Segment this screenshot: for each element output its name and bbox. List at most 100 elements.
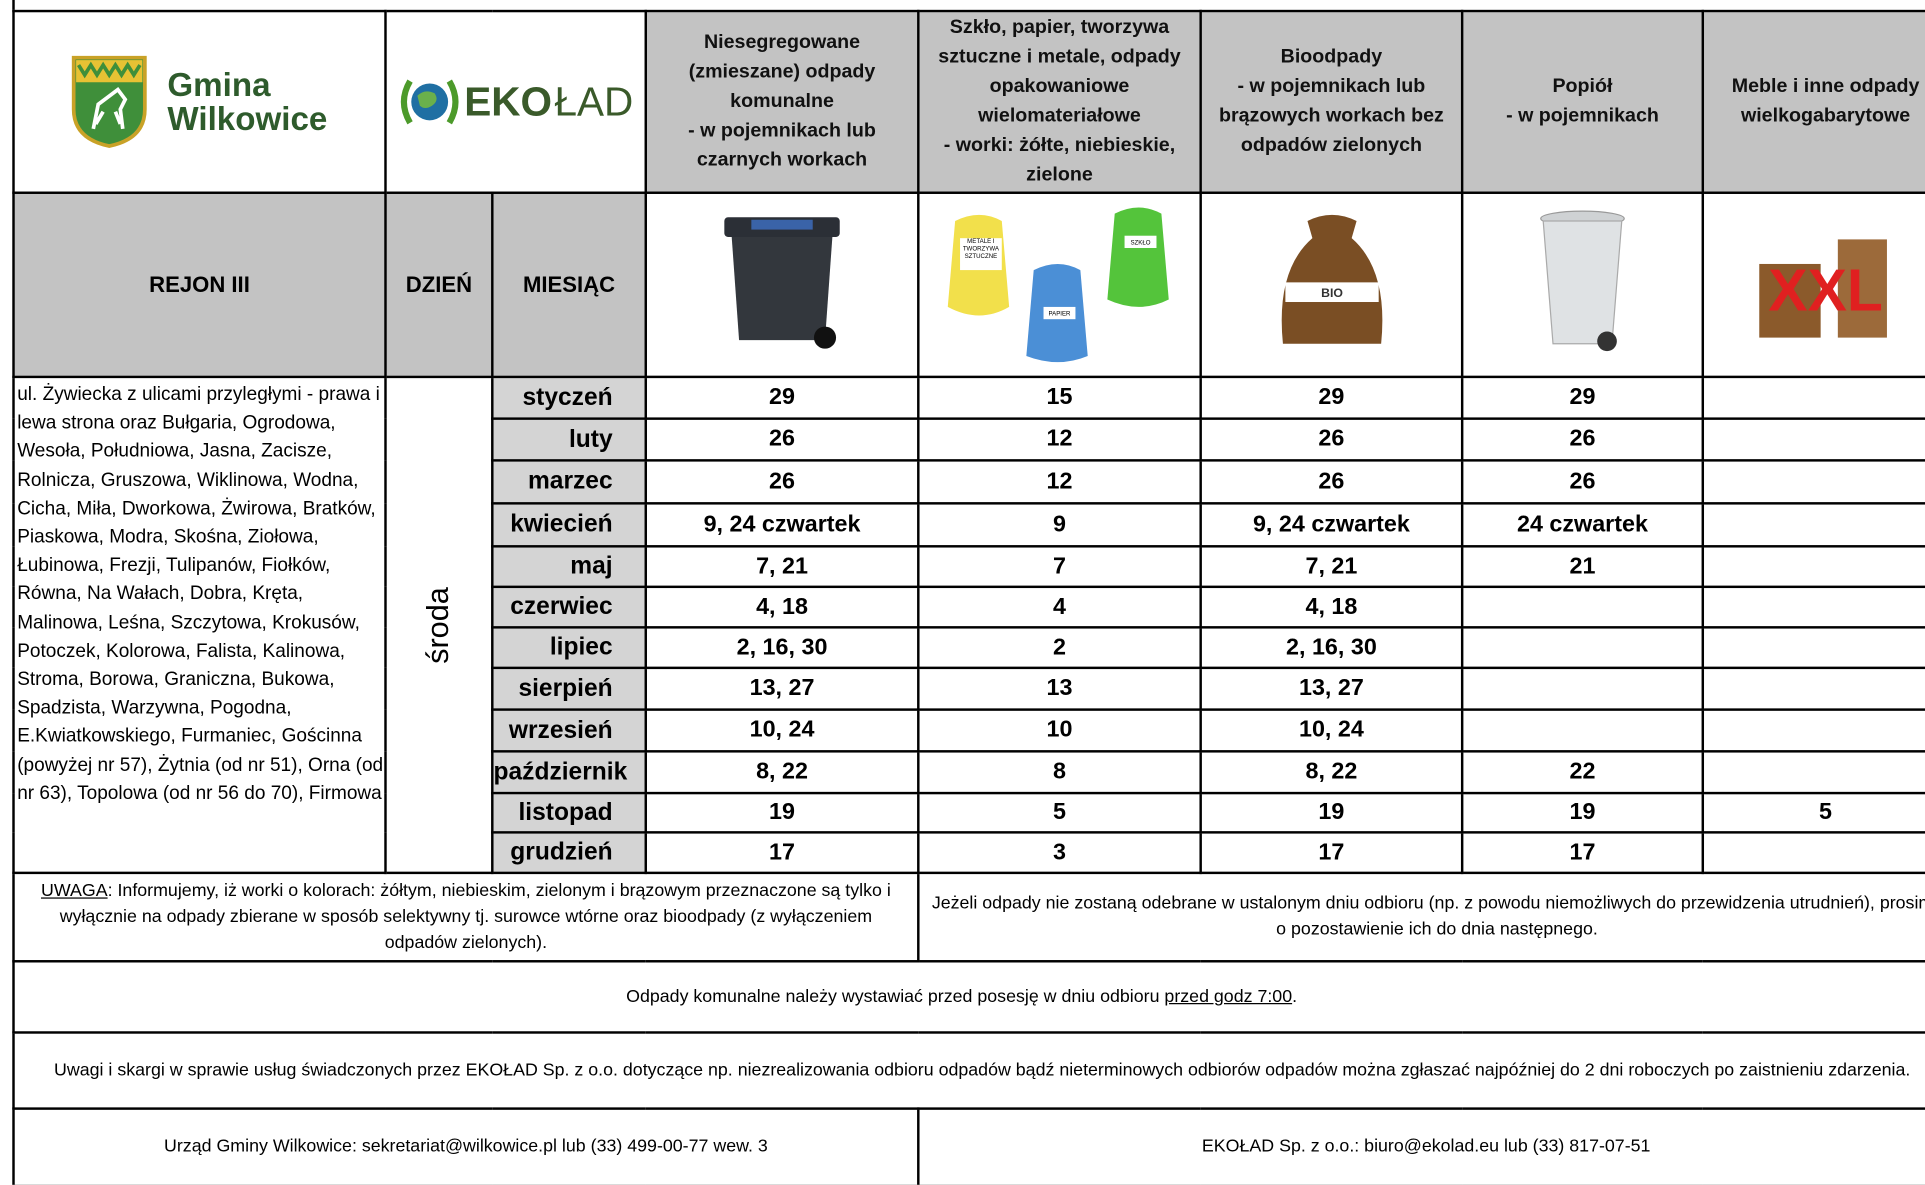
pickup-dates: 10	[918, 710, 1200, 752]
pickup-dates: 13	[918, 668, 1200, 710]
bag-label: PAPIER	[1048, 310, 1071, 317]
month-name: marzec	[492, 460, 645, 503]
pickup-dates: 26	[1462, 419, 1703, 461]
metal-bin	[1533, 206, 1631, 358]
putout-time: przed godz 7:00	[1164, 986, 1292, 1006]
pickup-dates: 12	[918, 460, 1200, 503]
month-name: sierpień	[492, 668, 645, 710]
column-header: Niesegregowane (zmieszane) odpady komuna…	[646, 11, 919, 193]
black-bin	[715, 209, 850, 354]
gmina-crest	[72, 55, 148, 148]
pickup-dates: 26	[1201, 419, 1462, 461]
pickup-dates: 22	[1462, 751, 1703, 793]
empty-cell	[1703, 377, 1925, 419]
month-name: styczeń	[492, 377, 645, 419]
day-cell: środa	[385, 377, 492, 873]
pickup-dates: 29	[1201, 377, 1462, 419]
column-header: Bioodpady - w pojemnikach lub brązowych …	[1201, 11, 1462, 193]
empty-cell	[1703, 460, 1925, 503]
region-streets: ul. Żywiecka z ulicami przyległymi - pra…	[14, 377, 386, 873]
pickup-dates: 17	[1201, 832, 1462, 873]
empty-cell	[1462, 627, 1703, 668]
putout-end: .	[1292, 986, 1297, 1006]
month-name: czerwiec	[492, 587, 645, 628]
column-header: Meble i inne odpady wielkogabarytowe	[1703, 11, 1925, 193]
month-name: wrzesień	[492, 710, 645, 752]
putout-note: Odpady komunalne należy wystawiać przed …	[14, 961, 1925, 1032]
month-name: luty	[492, 419, 645, 461]
pickup-dates: 4, 18	[1201, 587, 1462, 628]
empty-cell	[1703, 751, 1925, 793]
warning-note: UWAGA: Informujemy, iż worki o kolorach:…	[14, 873, 919, 961]
pickup-dates: 26	[1201, 460, 1462, 503]
empty-cell	[1462, 587, 1703, 628]
pickup-dates: 13, 27	[1201, 668, 1462, 710]
pickup-dates: 8, 22	[646, 751, 919, 793]
top-border	[12, 0, 1925, 10]
pickup-dates: 19	[1462, 793, 1703, 832]
ekolad-thin: ŁAD	[554, 79, 633, 126]
pickup-dates: 4, 18	[646, 587, 919, 628]
warning-text: : Informujemy, iż worki o kolorach: żółt…	[60, 881, 891, 952]
notes-row: UWAGA: Informujemy, iż worki o kolorach:…	[14, 873, 1925, 961]
gmina-logo: Gmina Wilkowice	[14, 11, 386, 193]
schedule: Gmina Wilkowice EKOŁAD Niesegregowane (z…	[0, 0, 1925, 1185]
empty-cell	[1703, 587, 1925, 628]
month-header: MIESIĄC	[492, 193, 645, 377]
contact-gmina: Urząd Gminy Wilkowice: sekretariat@wilko…	[14, 1109, 919, 1185]
empty-cell	[1703, 503, 1925, 546]
putout-text: Odpady komunalne należy wystawiać przed …	[626, 986, 1164, 1006]
bulky: XXL	[1752, 214, 1899, 349]
icon-cell	[1462, 193, 1703, 377]
pickup-dates: 15	[918, 377, 1200, 419]
pickup-dates: 17	[646, 832, 919, 873]
pickup-dates: 2, 16, 30	[646, 627, 919, 668]
pickup-dates: 21	[1462, 546, 1703, 587]
pickup-dates: 10, 24	[1201, 710, 1462, 752]
putout-row: Odpady komunalne należy wystawiać przed …	[14, 961, 1925, 1032]
pickup-dates: 5	[1703, 793, 1925, 832]
month-name: grudzień	[492, 832, 645, 873]
bulky-label: XXL	[1768, 258, 1883, 323]
warning-label: UWAGA	[41, 881, 108, 901]
month-name: listopad	[492, 793, 645, 832]
empty-cell	[1703, 668, 1925, 710]
ekolad-globe	[398, 74, 462, 130]
month-name: październik	[492, 751, 645, 793]
empty-cell	[1703, 710, 1925, 752]
pickup-dates: 7, 21	[646, 546, 919, 587]
pickup-dates: 24 czwartek	[1462, 503, 1703, 546]
pickup-dates: 5	[918, 793, 1200, 832]
empty-cell	[1703, 419, 1925, 461]
pickup-dates: 9, 24 czwartek	[1201, 503, 1462, 546]
pickup-dates: 3	[918, 832, 1200, 873]
pickup-dates: 19	[646, 793, 919, 832]
missed-note: Jeżeli odpady nie zostaną odebrane w ust…	[918, 873, 1925, 961]
bio-bag: BIO	[1270, 208, 1393, 355]
day-name: środa	[421, 586, 457, 663]
pickup-dates: 29	[1462, 377, 1703, 419]
gmina-logo-box: Gmina Wilkowice	[15, 55, 385, 148]
pickup-dates: 13, 27	[646, 668, 919, 710]
schedule-table: Gmina Wilkowice EKOŁAD Niesegregowane (z…	[12, 10, 1925, 1185]
pickup-dates: 8	[918, 751, 1200, 793]
empty-cell	[1462, 668, 1703, 710]
pickup-dates: 9, 24 czwartek	[646, 503, 919, 546]
complaints-note: Uwagi i skargi w sprawie usług świadczon…	[14, 1032, 1925, 1108]
pickup-dates: 26	[646, 419, 919, 461]
empty-cell	[1703, 546, 1925, 587]
gmina-line: Wilkowice	[167, 102, 327, 136]
icon-cell: XXL	[1703, 193, 1925, 377]
icon-cell	[646, 193, 919, 377]
column-header: Szkło, papier, tworzywa sztuczne i metal…	[918, 11, 1200, 193]
month-name: lipiec	[492, 627, 645, 668]
page: Gmina Wilkowice EKOŁAD Niesegregowane (z…	[0, 0, 1925, 1185]
bag-label: BIO	[1321, 285, 1343, 299]
empty-cell	[1462, 710, 1703, 752]
region-header: REJON III	[14, 193, 386, 377]
pickup-dates: 4	[918, 587, 1200, 628]
pickup-dates: 9	[918, 503, 1200, 546]
